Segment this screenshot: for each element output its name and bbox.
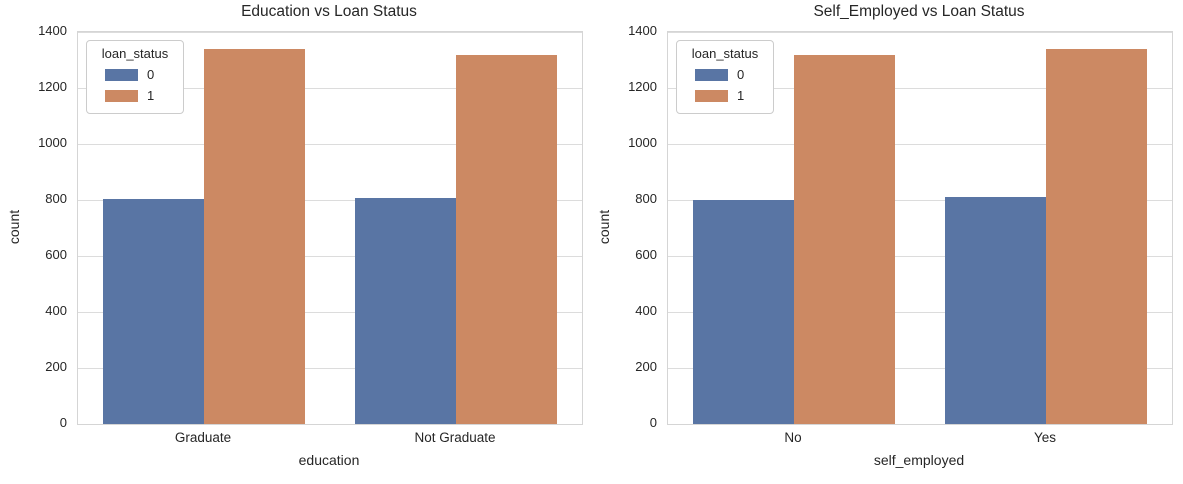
gridline: [78, 144, 582, 145]
gridline: [78, 312, 582, 313]
legend-label: 1: [147, 88, 155, 103]
bar-no-status-0: [693, 199, 794, 424]
gridline: [668, 368, 1172, 369]
legend-swatch-status-1-icon: [105, 89, 138, 102]
chart-self-employed-vs-loan-status: Self_Employed vs Loan Status count loan_…: [590, 0, 1183, 484]
y-tick-label: 600: [635, 247, 657, 262]
x-tick-label: Yes: [1033, 430, 1057, 445]
y-tick-label: 1000: [38, 135, 67, 150]
y-tick-label: 0: [59, 415, 67, 430]
x-tick-labels: No Yes: [667, 430, 1171, 448]
x-tick-label: No: [784, 430, 802, 445]
legend-title: loan_status: [101, 46, 169, 61]
x-axis-label: education: [298, 452, 360, 468]
y-tick-label: 800: [635, 191, 657, 206]
gridline: [668, 200, 1172, 201]
y-tick-label: 600: [45, 247, 67, 262]
legend: loan_status 0 1: [86, 40, 184, 114]
legend-swatch-status-0-icon: [105, 68, 138, 81]
bar-yes-status-1: [1046, 49, 1147, 424]
chart-title: Education vs Loan Status: [241, 3, 417, 20]
y-tick-labels: 0 200 400 600 800 1000 1200 1400: [0, 23, 67, 430]
gridline: [78, 88, 582, 89]
x-axis-label: self_employed: [873, 452, 965, 468]
legend-item-0: 0: [99, 64, 171, 85]
y-tick-label: 200: [635, 359, 657, 374]
plot-area: loan_status 0 1: [77, 31, 583, 425]
bar-yes-status-0: [945, 196, 1046, 424]
legend-item-1: 1: [689, 85, 761, 106]
legend-label: 0: [147, 67, 155, 82]
gridline: [668, 32, 1172, 33]
gridline: [78, 368, 582, 369]
gridline: [668, 88, 1172, 89]
bar-no-status-1: [794, 55, 895, 424]
y-tick-label: 400: [635, 303, 657, 318]
y-tick-label: 1400: [628, 23, 657, 38]
legend-swatch-status-0-icon: [695, 68, 728, 81]
bar-graduate-status-0: [103, 198, 204, 424]
y-tick-label: 200: [45, 359, 67, 374]
legend-label: 1: [737, 88, 745, 103]
chart-title: Self_Employed vs Loan Status: [813, 3, 1025, 20]
bar-not-graduate-status-0: [355, 197, 456, 424]
x-tick-label: Graduate: [174, 430, 232, 445]
bar-graduate-status-1: [204, 49, 305, 424]
legend-item-1: 1: [99, 85, 171, 106]
y-tick-label: 1200: [628, 79, 657, 94]
bar-not-graduate-status-1: [456, 55, 557, 424]
gridline: [78, 256, 582, 257]
y-tick-label: 1400: [38, 23, 67, 38]
y-tick-label: 0: [649, 415, 657, 430]
y-tick-labels: 0 200 400 600 800 1000 1200 1400: [590, 23, 657, 430]
y-tick-label: 400: [45, 303, 67, 318]
legend-item-0: 0: [689, 64, 761, 85]
x-tick-labels: Graduate Not Graduate: [77, 430, 581, 448]
gridline: [78, 200, 582, 201]
y-tick-label: 800: [45, 191, 67, 206]
gridline: [668, 144, 1172, 145]
legend: loan_status 0 1: [676, 40, 774, 114]
legend-swatch-status-1-icon: [695, 89, 728, 102]
legend-label: 0: [737, 67, 745, 82]
gridline: [668, 312, 1172, 313]
chart-education-vs-loan-status: Education vs Loan Status count loan_stat…: [0, 3, 583, 468]
y-tick-label: 1000: [628, 135, 657, 150]
gridline: [78, 32, 582, 33]
x-tick-label: Not Graduate: [414, 430, 496, 445]
plot-area: loan_status 0 1: [667, 31, 1173, 425]
gridline: [668, 256, 1172, 257]
y-tick-label: 1200: [38, 79, 67, 94]
legend-title: loan_status: [691, 46, 759, 61]
